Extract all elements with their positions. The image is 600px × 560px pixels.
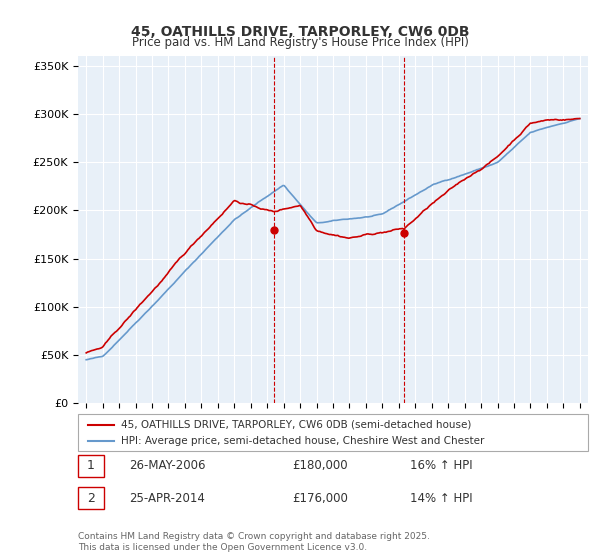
Text: 45, OATHILLS DRIVE, TARPORLEY, CW6 0DB (semi-detached house): 45, OATHILLS DRIVE, TARPORLEY, CW6 0DB (… bbox=[121, 419, 472, 430]
Text: HPI: Average price, semi-detached house, Cheshire West and Chester: HPI: Average price, semi-detached house,… bbox=[121, 436, 485, 446]
Text: 16% ↑ HPI: 16% ↑ HPI bbox=[409, 459, 472, 473]
FancyBboxPatch shape bbox=[78, 487, 104, 510]
Text: 14% ↑ HPI: 14% ↑ HPI bbox=[409, 492, 472, 505]
Text: 2: 2 bbox=[87, 492, 95, 505]
Text: 1: 1 bbox=[87, 459, 95, 473]
Text: 25-APR-2014: 25-APR-2014 bbox=[129, 492, 205, 505]
Text: £176,000: £176,000 bbox=[292, 492, 348, 505]
Text: £180,000: £180,000 bbox=[292, 459, 348, 473]
Text: Price paid vs. HM Land Registry's House Price Index (HPI): Price paid vs. HM Land Registry's House … bbox=[131, 36, 469, 49]
FancyBboxPatch shape bbox=[78, 414, 588, 451]
Text: Contains HM Land Registry data © Crown copyright and database right 2025.
This d: Contains HM Land Registry data © Crown c… bbox=[78, 532, 430, 552]
Text: 26-MAY-2006: 26-MAY-2006 bbox=[129, 459, 205, 473]
Text: 45, OATHILLS DRIVE, TARPORLEY, CW6 0DB: 45, OATHILLS DRIVE, TARPORLEY, CW6 0DB bbox=[131, 25, 469, 39]
FancyBboxPatch shape bbox=[78, 455, 104, 477]
